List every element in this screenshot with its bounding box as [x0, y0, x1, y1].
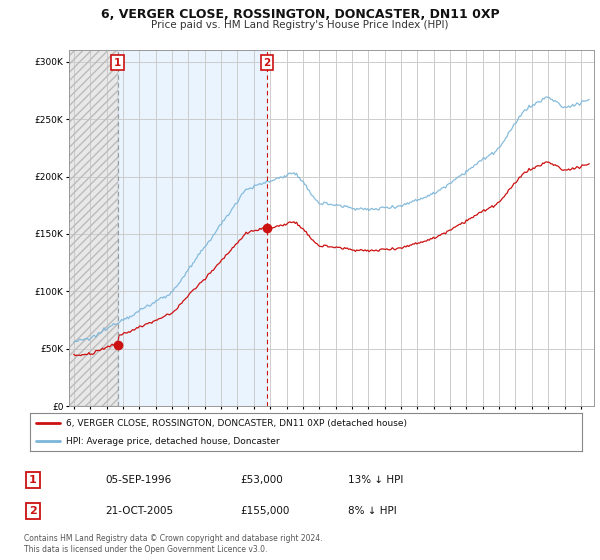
Text: £53,000: £53,000 — [240, 475, 283, 485]
Text: £155,000: £155,000 — [240, 506, 289, 516]
Text: Contains HM Land Registry data © Crown copyright and database right 2024.
This d: Contains HM Land Registry data © Crown c… — [24, 534, 323, 554]
Text: 6, VERGER CLOSE, ROSSINGTON, DONCASTER, DN11 0XP: 6, VERGER CLOSE, ROSSINGTON, DONCASTER, … — [101, 8, 499, 21]
Text: 1: 1 — [29, 475, 37, 485]
Text: 6, VERGER CLOSE, ROSSINGTON, DONCASTER, DN11 0XP (detached house): 6, VERGER CLOSE, ROSSINGTON, DONCASTER, … — [66, 419, 407, 428]
Text: 05-SEP-1996: 05-SEP-1996 — [105, 475, 171, 485]
Text: 1: 1 — [114, 58, 121, 68]
Text: 2: 2 — [29, 506, 37, 516]
Text: 21-OCT-2005: 21-OCT-2005 — [105, 506, 173, 516]
Bar — [69, 50, 118, 406]
Text: Price paid vs. HM Land Registry's House Price Index (HPI): Price paid vs. HM Land Registry's House … — [151, 20, 449, 30]
Text: 13% ↓ HPI: 13% ↓ HPI — [348, 475, 403, 485]
Bar — [118, 50, 267, 406]
Bar — [69, 50, 118, 406]
Text: HPI: Average price, detached house, Doncaster: HPI: Average price, detached house, Donc… — [66, 437, 280, 446]
Text: 2: 2 — [263, 58, 271, 68]
Text: 8% ↓ HPI: 8% ↓ HPI — [348, 506, 397, 516]
